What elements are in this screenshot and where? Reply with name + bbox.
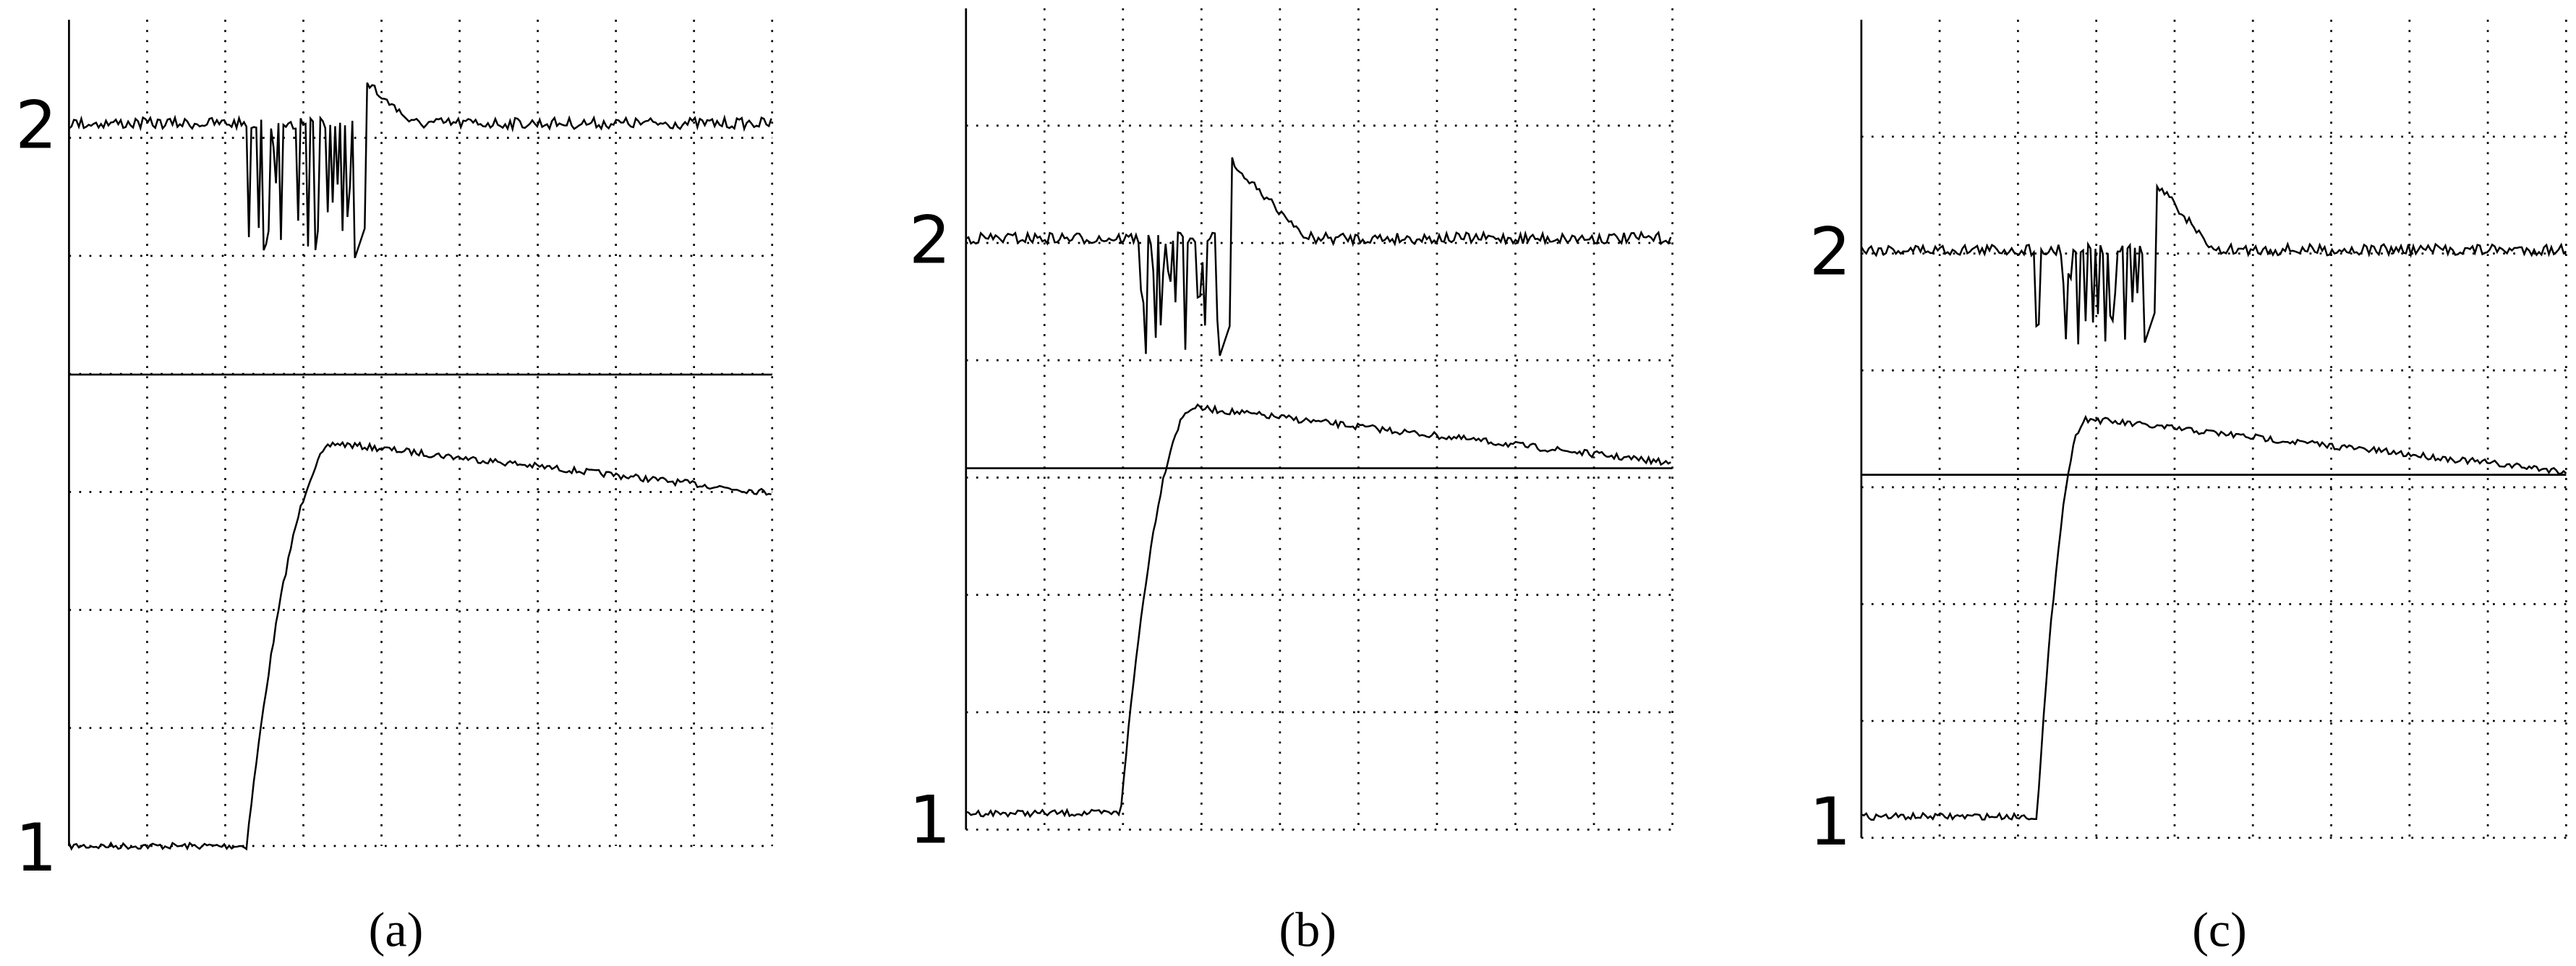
trace-channel-2 <box>68 82 772 259</box>
channel-label: 2 <box>909 203 951 279</box>
channel-label: 2 <box>1809 214 1851 290</box>
plots <box>68 8 2567 851</box>
channel-label: 1 <box>909 782 951 858</box>
trace-channel-1 <box>68 440 772 851</box>
panel-label: (c) <box>2192 902 2247 957</box>
trace-channel-2 <box>1860 183 2567 345</box>
channel-label: 1 <box>1809 785 1851 860</box>
trace-channel-1 <box>965 403 1671 818</box>
channel-label: 2 <box>15 88 57 164</box>
trace-channel-2 <box>965 157 1672 356</box>
panel-label: (a) <box>369 902 424 957</box>
trace-channel-1 <box>1861 414 2567 821</box>
channel-label: 1 <box>15 811 57 886</box>
panel-label: (b) <box>1279 902 1336 957</box>
